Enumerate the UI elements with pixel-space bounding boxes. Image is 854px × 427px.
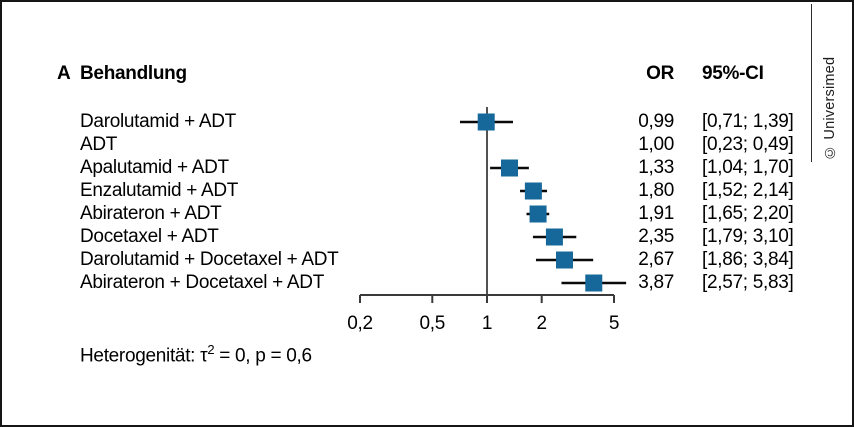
or-value: 0,99: [638, 111, 674, 132]
x-tick-label: 0,2: [347, 313, 373, 334]
or-value: 1,00: [638, 134, 674, 155]
treatment-label: Docetaxel + ADT: [80, 226, 219, 247]
ci-value: [1,65; 2,20]: [702, 203, 794, 224]
or-value: 2,67: [638, 249, 674, 270]
ci-value: [2,57; 5,83]: [702, 272, 794, 293]
treatment-column-header: Behandlung: [80, 63, 187, 84]
treatment-label: Abirateron + Docetaxel + ADT: [80, 272, 325, 293]
ci-value: [1,86; 3,84]: [702, 249, 794, 270]
x-tick-label: 0,5: [419, 313, 446, 334]
or-marker-square: [524, 182, 542, 200]
ci-value: [1,52; 2,14]: [702, 180, 794, 201]
ci-value: [0,23; 0,49]: [702, 134, 794, 155]
copyright-credit: © Universimed: [822, 56, 838, 160]
heterogeneity-prefix: Heterogenität: τ: [80, 345, 208, 367]
ci-value: [0,71; 1,39]: [702, 111, 794, 132]
x-tick-label: 1: [481, 313, 493, 334]
treatment-label: ADT: [80, 134, 118, 155]
or-value: 3,87: [638, 272, 674, 293]
x-tick-label: 2: [536, 313, 548, 334]
ci-value: [1,79; 3,10]: [702, 226, 794, 247]
treatment-label: Enzalutamid + ADT: [80, 180, 239, 201]
treatment-label: Darolutamid + Docetaxel + ADT: [80, 249, 339, 270]
treatment-label: Abirateron + ADT: [80, 203, 222, 224]
or-marker-square: [477, 113, 495, 131]
treatment-label: Darolutamid + ADT: [80, 111, 236, 132]
or-marker-square: [585, 274, 603, 292]
or-marker-square: [555, 251, 573, 269]
or-marker-square: [501, 159, 519, 177]
panel-label: A: [57, 63, 71, 84]
ci-value: [1,04; 1,70]: [702, 157, 794, 178]
or-column-header: OR: [646, 63, 674, 84]
credit-divider-line: [811, 4, 812, 162]
or-value: 1,33: [638, 157, 674, 178]
treatment-label: Apalutamid + ADT: [80, 157, 229, 178]
heterogeneity-superscript: 2: [207, 342, 215, 357]
or-value: 2,35: [638, 226, 674, 247]
heterogeneity-note: Heterogenität: τ2 = 0, p = 0,6: [80, 339, 312, 367]
ci-column-header: 95%-CI: [702, 63, 764, 84]
x-tick-label: 5: [608, 313, 620, 334]
or-marker-square: [529, 205, 547, 223]
or-value: 1,80: [638, 180, 674, 201]
or-marker-square: [545, 228, 563, 246]
or-value: 1,91: [638, 203, 674, 224]
heterogeneity-rest: = 0, p = 0,6: [214, 345, 312, 367]
